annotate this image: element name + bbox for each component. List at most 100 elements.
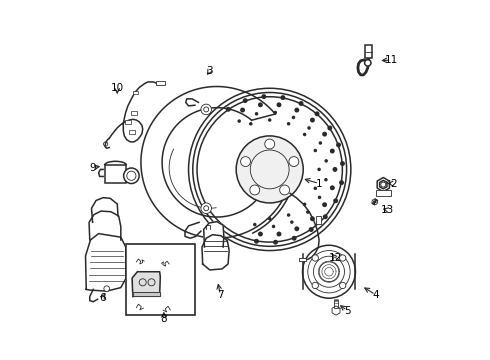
Circle shape [268,118,271,122]
Bar [299,258,306,261]
Circle shape [290,220,294,224]
Bar [365,45,372,58]
Text: 1: 1 [316,179,322,189]
Circle shape [280,185,290,195]
Text: 9: 9 [89,163,96,173]
Circle shape [330,149,335,153]
Bar [131,111,137,115]
Polygon shape [204,222,224,247]
Circle shape [315,111,319,116]
Circle shape [322,132,327,136]
Circle shape [201,203,212,213]
Text: 7: 7 [217,290,223,300]
Circle shape [336,143,341,147]
Circle shape [298,101,303,106]
Circle shape [226,107,231,112]
Circle shape [340,282,346,289]
Circle shape [268,217,271,221]
Polygon shape [202,235,229,270]
Text: 3: 3 [206,66,213,76]
Text: 10: 10 [111,83,124,93]
Circle shape [324,178,328,181]
Circle shape [310,118,315,122]
Circle shape [294,226,299,231]
Circle shape [273,240,278,245]
Polygon shape [332,306,340,315]
Circle shape [258,102,263,107]
Circle shape [323,214,328,219]
Circle shape [243,98,247,103]
Polygon shape [92,198,118,222]
Circle shape [318,195,321,199]
Circle shape [318,168,321,171]
Circle shape [254,239,259,244]
Circle shape [255,112,258,116]
Circle shape [306,210,310,214]
Text: 12: 12 [328,253,342,262]
Bar [316,216,321,224]
Bar [133,91,139,94]
Circle shape [340,161,345,166]
Text: 2: 2 [390,179,396,189]
Circle shape [240,108,245,113]
Circle shape [241,157,250,167]
Circle shape [289,157,299,167]
Circle shape [272,225,275,228]
Circle shape [314,149,317,152]
Circle shape [276,102,281,107]
Bar [156,81,165,85]
Circle shape [273,111,277,114]
Circle shape [340,255,346,261]
Bar [104,165,126,183]
Polygon shape [89,211,121,240]
Circle shape [314,186,317,190]
Circle shape [330,185,335,190]
Text: 8: 8 [161,314,167,324]
Circle shape [333,198,338,203]
Circle shape [312,255,318,261]
Text: 5: 5 [344,306,351,315]
Circle shape [261,94,267,99]
Circle shape [201,104,212,115]
Circle shape [303,133,306,136]
Polygon shape [377,177,390,192]
Circle shape [294,108,299,113]
Circle shape [287,213,291,217]
Circle shape [287,122,291,126]
Circle shape [333,167,338,172]
Circle shape [322,202,327,207]
Circle shape [292,116,295,119]
Circle shape [265,139,274,149]
Circle shape [249,122,252,126]
Circle shape [339,180,344,185]
Polygon shape [133,292,160,296]
Circle shape [236,136,303,203]
Circle shape [365,60,371,66]
Circle shape [324,159,328,163]
Circle shape [253,223,257,226]
Text: 13: 13 [381,205,394,215]
Circle shape [276,231,281,237]
Circle shape [104,286,110,292]
Circle shape [250,185,260,195]
Text: 4: 4 [372,290,379,300]
Bar [129,130,135,134]
Circle shape [123,168,139,184]
Circle shape [238,119,241,123]
Circle shape [312,282,318,289]
Bar [125,120,131,123]
Circle shape [292,236,296,241]
Circle shape [309,227,314,232]
Circle shape [327,126,332,130]
Text: 6: 6 [99,293,105,303]
Bar [375,190,391,196]
Polygon shape [132,272,160,296]
Text: 11: 11 [385,55,398,65]
Circle shape [307,126,311,130]
Bar [126,244,195,315]
Circle shape [258,231,263,237]
Bar [334,300,338,308]
Circle shape [318,141,322,145]
Circle shape [302,245,355,298]
Polygon shape [86,234,126,291]
